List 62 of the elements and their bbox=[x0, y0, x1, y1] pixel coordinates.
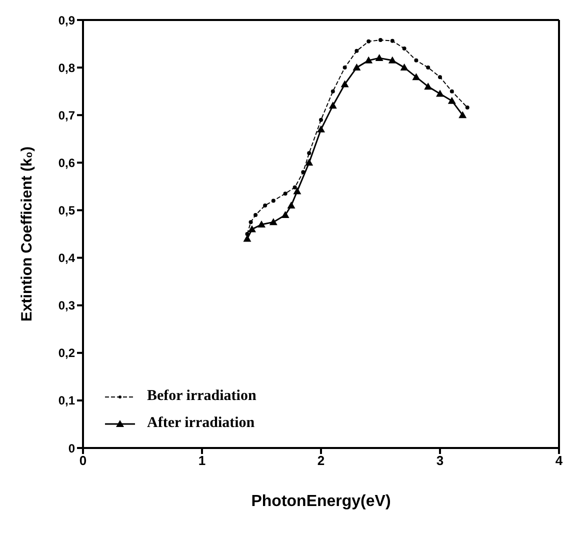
point bbox=[293, 187, 302, 194]
point bbox=[378, 38, 382, 42]
y-tick-label: 0,3 bbox=[58, 298, 76, 313]
point bbox=[342, 66, 347, 70]
point bbox=[292, 185, 297, 190]
point bbox=[305, 158, 314, 166]
x-tick-label: 3 bbox=[436, 453, 444, 468]
point bbox=[438, 75, 442, 80]
x-tick-label: 4 bbox=[555, 453, 564, 468]
point bbox=[269, 218, 278, 226]
point bbox=[283, 192, 288, 196]
point bbox=[364, 56, 373, 64]
point bbox=[352, 64, 361, 71]
y-tick-label: 0,2 bbox=[58, 346, 76, 360]
point bbox=[307, 151, 312, 156]
point bbox=[287, 201, 296, 208]
point bbox=[448, 96, 456, 104]
point bbox=[465, 106, 470, 110]
y-tick-label: 0,8 bbox=[58, 60, 76, 75]
x-tick-label: 2 bbox=[317, 453, 325, 468]
x-axis-title: PhotonEnergy(eV) bbox=[251, 493, 391, 510]
point bbox=[319, 118, 323, 122]
legend-label: After irradiation bbox=[147, 415, 255, 432]
y-tick-label: 0,7 bbox=[58, 108, 76, 122]
y-tick-label: 0,6 bbox=[58, 156, 76, 170]
point bbox=[330, 89, 335, 94]
point bbox=[301, 170, 306, 174]
point bbox=[248, 220, 253, 224]
point bbox=[271, 198, 276, 203]
point bbox=[414, 58, 418, 62]
legend-label: Befor irradiation bbox=[147, 388, 256, 405]
point bbox=[328, 102, 337, 109]
y-tick-label: 0,1 bbox=[58, 394, 76, 408]
point bbox=[390, 38, 394, 43]
point bbox=[366, 39, 371, 44]
point bbox=[412, 73, 420, 80]
point bbox=[245, 232, 250, 236]
point bbox=[281, 210, 290, 218]
point bbox=[450, 89, 454, 94]
point bbox=[254, 212, 258, 217]
point bbox=[248, 225, 256, 232]
point bbox=[436, 90, 444, 97]
point bbox=[424, 82, 432, 90]
x-tick-label: 1 bbox=[198, 453, 206, 468]
point bbox=[426, 66, 430, 70]
point bbox=[388, 56, 396, 64]
y-tick-label: 0,9 bbox=[58, 13, 76, 28]
point bbox=[243, 234, 252, 242]
y-axis-title: Extintion Coefficient (k₀) bbox=[18, 146, 36, 322]
y-tick-label: 0 bbox=[68, 441, 76, 456]
point bbox=[340, 80, 349, 88]
point bbox=[263, 203, 268, 208]
point bbox=[258, 220, 266, 228]
y-tick-label: 0,4 bbox=[58, 251, 76, 266]
point bbox=[354, 48, 359, 53]
point bbox=[375, 54, 384, 62]
y-tick-label: 0,5 bbox=[58, 203, 76, 218]
x-tick-label: 0 bbox=[79, 453, 87, 468]
point bbox=[317, 125, 325, 132]
point bbox=[458, 111, 467, 118]
point bbox=[400, 64, 408, 71]
point bbox=[402, 46, 406, 51]
